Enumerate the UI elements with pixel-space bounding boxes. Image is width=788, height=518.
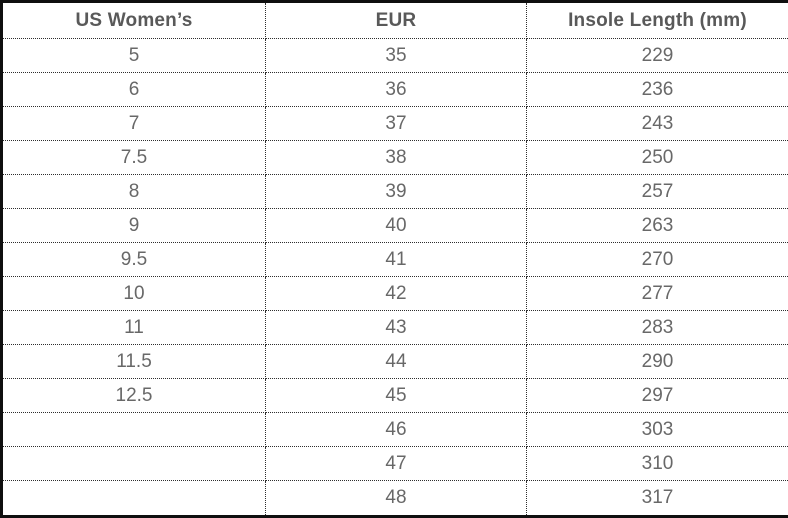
cell-us-womens: 9 bbox=[1, 208, 266, 244]
cell-insole-length: 270 bbox=[526, 242, 788, 278]
cell-insole-length: 229 bbox=[526, 37, 788, 74]
cell-insole-length: 310 bbox=[526, 446, 788, 482]
cell-eur: 42 bbox=[265, 276, 527, 312]
header-row: US Women’s EUR Insole Length (mm) bbox=[1, 1, 788, 39]
cell-eur: 38 bbox=[265, 140, 527, 176]
table-row: 8 39 257 bbox=[1, 174, 788, 210]
cell-us-womens: 9.5 bbox=[1, 242, 266, 278]
cell-insole-length: 303 bbox=[526, 412, 788, 448]
cell-eur: 41 bbox=[265, 242, 527, 278]
cell-insole-length: 277 bbox=[526, 276, 788, 312]
cell-eur: 47 bbox=[265, 446, 527, 482]
cell-insole-length: 263 bbox=[526, 208, 788, 244]
table-row: 7 37 243 bbox=[1, 106, 788, 142]
cell-us-womens: 11 bbox=[1, 310, 266, 346]
cell-eur: 46 bbox=[265, 412, 527, 448]
table-row: 10 42 277 bbox=[1, 276, 788, 312]
cell-insole-length: 290 bbox=[526, 344, 788, 380]
cell-eur: 37 bbox=[265, 106, 527, 142]
cell-us-womens: 7.5 bbox=[1, 140, 266, 176]
col-header-eur: EUR bbox=[265, 1, 527, 39]
cell-us-womens: 7 bbox=[1, 106, 266, 142]
cell-eur: 48 bbox=[265, 480, 527, 517]
cell-eur: 36 bbox=[265, 72, 527, 108]
cell-us-womens: 10 bbox=[1, 276, 266, 312]
cell-insole-length: 243 bbox=[526, 106, 788, 142]
table-row: 9.5 41 270 bbox=[1, 242, 788, 278]
cell-us-womens: 5 bbox=[1, 37, 266, 74]
cell-eur: 44 bbox=[265, 344, 527, 380]
table-row: 9 40 263 bbox=[1, 208, 788, 244]
cell-insole-length: 250 bbox=[526, 140, 788, 176]
cell-eur: 43 bbox=[265, 310, 527, 346]
table-row: 5 35 229 bbox=[1, 37, 788, 74]
table-body: 5 35 229 6 36 236 7 37 243 7.5 38 250 8 … bbox=[1, 37, 788, 517]
table-row: 7.5 38 250 bbox=[1, 140, 788, 176]
cell-us-womens: 11.5 bbox=[1, 344, 266, 380]
table-row: 47 310 bbox=[1, 446, 788, 482]
col-header-insole-length: Insole Length (mm) bbox=[526, 1, 788, 39]
col-header-us-womens: US Women’s bbox=[1, 1, 266, 39]
cell-us-womens: 8 bbox=[1, 174, 266, 210]
cell-us-womens bbox=[1, 480, 266, 517]
table-row: 6 36 236 bbox=[1, 72, 788, 108]
cell-eur: 39 bbox=[265, 174, 527, 210]
table-row: 48 317 bbox=[1, 480, 788, 517]
cell-insole-length: 257 bbox=[526, 174, 788, 210]
cell-insole-length: 297 bbox=[526, 378, 788, 414]
cell-us-womens bbox=[1, 446, 266, 482]
cell-eur: 40 bbox=[265, 208, 527, 244]
table-row: 46 303 bbox=[1, 412, 788, 448]
cell-us-womens bbox=[1, 412, 266, 448]
table-header: US Women’s EUR Insole Length (mm) bbox=[1, 1, 788, 39]
table-row: 11 43 283 bbox=[1, 310, 788, 346]
cell-insole-length: 236 bbox=[526, 72, 788, 108]
cell-insole-length: 317 bbox=[526, 480, 788, 517]
table-row: 11.5 44 290 bbox=[1, 344, 788, 380]
table-row: 12.5 45 297 bbox=[1, 378, 788, 414]
cell-eur: 35 bbox=[265, 37, 527, 74]
cell-insole-length: 283 bbox=[526, 310, 788, 346]
cell-us-womens: 6 bbox=[1, 72, 266, 108]
cell-eur: 45 bbox=[265, 378, 527, 414]
cell-us-womens: 12.5 bbox=[1, 378, 266, 414]
